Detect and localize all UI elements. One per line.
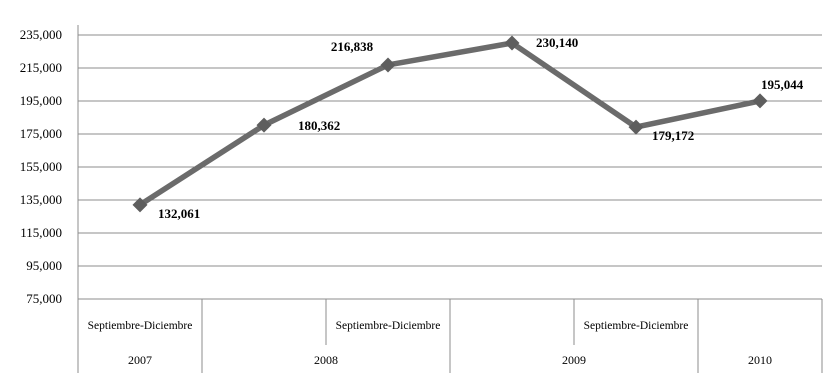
data-label: 180,362 <box>298 118 340 133</box>
series-line-layer <box>132 35 768 213</box>
y-tick-label: 235,000 <box>20 27 62 42</box>
data-label: 132,061 <box>158 206 200 221</box>
data-point-marker <box>752 93 768 109</box>
data-label: 216,838 <box>331 39 374 54</box>
x-axis-category-labels: Septiembre-Diciembre Septiembre-Diciembre… <box>88 299 772 373</box>
y-tick-label: 175,000 <box>20 126 62 141</box>
series-line <box>137 40 763 208</box>
x-group-label: 2009 <box>562 353 586 367</box>
x-group-label: 2010 <box>748 353 772 367</box>
data-point-marker <box>132 197 148 213</box>
y-tick-label: 195,000 <box>20 93 62 108</box>
data-label: 230,140 <box>536 35 578 50</box>
y-tick-label: 75,000 <box>26 291 62 306</box>
data-point-marker <box>504 35 520 51</box>
data-labels: 132,061 180,362 216,838 230,140 179,172 195,0… <box>158 35 804 221</box>
axes <box>77 25 823 373</box>
y-tick-label: 155,000 <box>20 159 62 174</box>
x-category-label: Septiembre-Diciembre <box>88 320 193 332</box>
y-axis-tick-labels: 75,000 95,000 115,000 135,000 155,000 175,000… <box>20 27 62 306</box>
data-point-marker <box>256 117 272 133</box>
data-label: 179,172 <box>652 128 694 143</box>
data-label: 195,044 <box>761 77 804 92</box>
y-tick-label: 135,000 <box>20 192 62 207</box>
gridlines <box>78 34 822 300</box>
x-group-label: 2008 <box>314 353 338 367</box>
y-tick-label: 95,000 <box>26 258 62 273</box>
x-category-label: Septiembre-Diciembre <box>584 320 689 332</box>
x-category-label: Septiembre-Diciembre <box>336 320 441 332</box>
data-point-marker <box>380 57 396 73</box>
x-group-label: 2007 <box>128 353 152 367</box>
y-tick-label: 115,000 <box>20 225 62 240</box>
data-point-marker <box>628 119 644 135</box>
y-tick-label: 215,000 <box>20 60 62 75</box>
